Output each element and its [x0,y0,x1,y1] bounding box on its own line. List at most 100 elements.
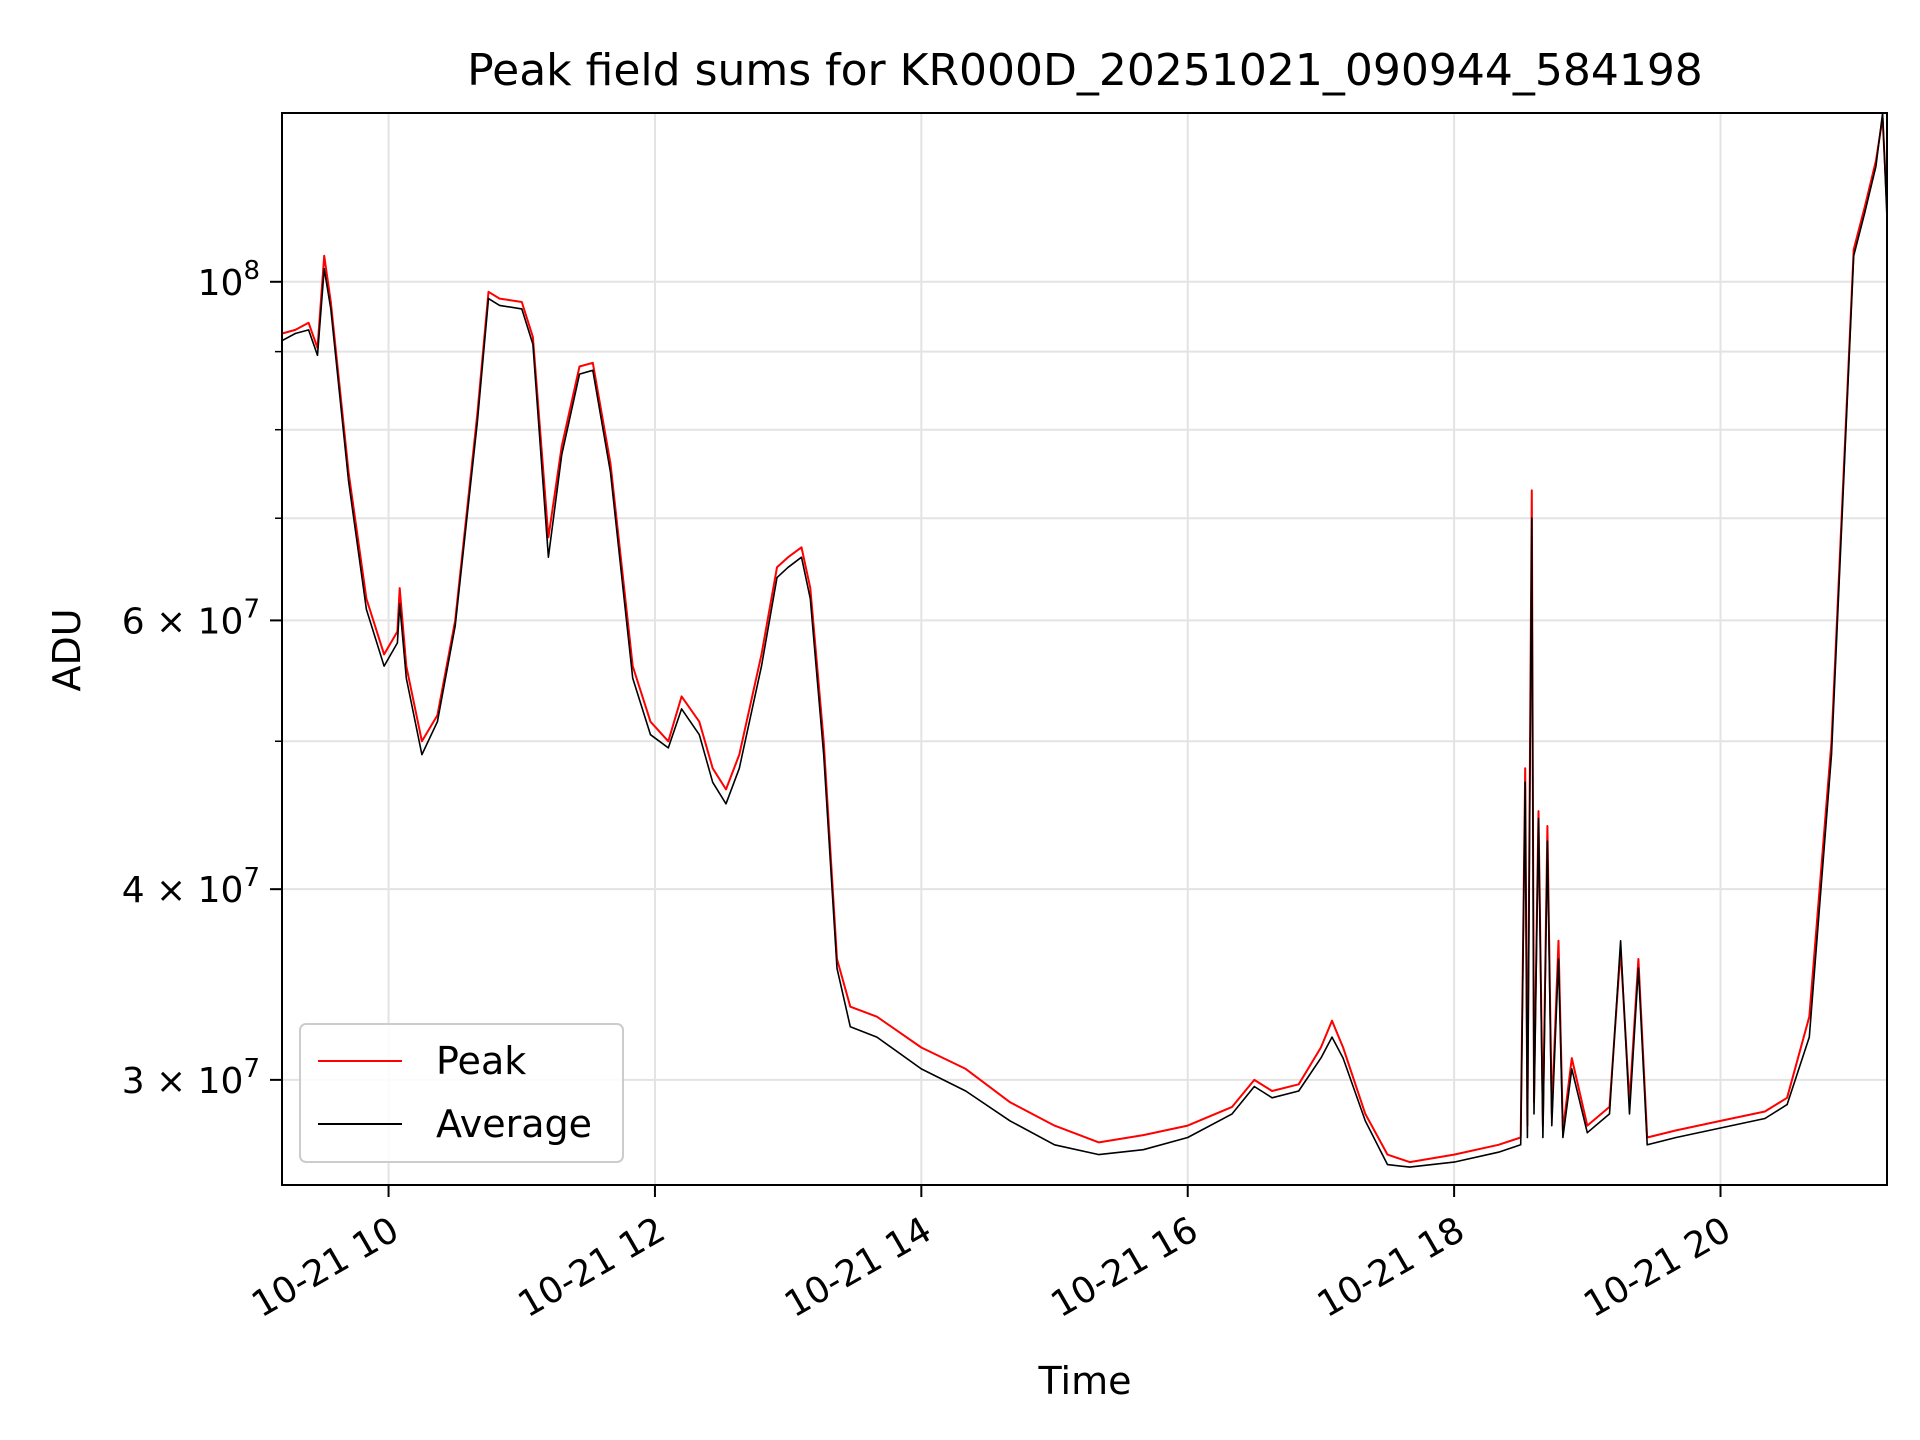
data-point-peak [1719,1120,1722,1122]
y-axis-ticks: 3 × 107 4 × 107 6 × 107 108 [122,256,282,1102]
data-point-average [681,708,683,710]
data-point-average [776,577,778,579]
data-point-average [592,369,594,371]
data-point-peak [632,665,634,667]
data-point-average [1142,1149,1144,1151]
data-point-peak [1637,958,1639,960]
data-point-average [1808,1036,1810,1038]
x-tick-label: 10-21 18 [1311,1209,1472,1325]
data-point-peak [1853,248,1855,251]
data-point-average [1520,1144,1522,1146]
data-point-peak [712,767,714,769]
data-point-peak [1571,1057,1573,1059]
legend-box [299,1023,624,1163]
x-axis-ticks: 10-21 10 10-21 12 10-21 14 10-21 16 10-21 18… [245,1185,1738,1326]
data-point-peak [965,1068,967,1070]
legend-label-peak: Peak [436,1039,526,1083]
data-point-peak [383,653,385,656]
data-point-peak [436,714,438,716]
data-point-peak [920,1046,922,1049]
data-point-average [1053,1144,1056,1146]
y-axis-label: ADU [45,608,89,691]
data-point-average [698,734,700,736]
series-lines [282,113,1887,1168]
data-point-average [1453,1161,1455,1163]
data-point-average [1557,958,1560,960]
data-point-average [1231,1113,1233,1115]
data-point-average [712,781,714,783]
data-point-peak [1187,1125,1189,1127]
data-point-peak [323,255,325,257]
data-point-average [1875,165,1877,168]
data-point-average [399,603,401,605]
data-point-average [1620,940,1622,942]
data-point-average [1409,1166,1411,1168]
data-point-peak [681,695,683,698]
x-tick-label: 10-21 14 [778,1209,939,1325]
data-point-peak [1098,1141,1100,1143]
data-point-average [1098,1154,1100,1156]
data-point-average [738,767,740,769]
data-point-peak [1142,1134,1144,1136]
data-point-average [1675,1136,1677,1139]
data-point-average [323,268,325,270]
data-point-average [760,665,763,667]
data-point-peak [876,1016,878,1018]
data-point-peak [547,536,550,539]
y-tick-label: 4 × 107 [122,863,260,911]
data-point-average [405,677,407,679]
data-point-peak [294,329,296,331]
data-point-peak [849,1006,851,1008]
x-tick-label: 10-21 16 [1044,1209,1205,1325]
data-point-peak [1253,1079,1255,1081]
data-point-peak [1271,1090,1273,1092]
data-point-average [1253,1085,1255,1088]
data-point-average [1764,1117,1766,1120]
data-point-average [561,454,563,456]
data-point-average [383,665,385,667]
data-point-average [521,308,523,310]
data-point-average [1551,1125,1553,1127]
data-point-average [1542,1136,1544,1139]
data-point-average [1531,517,1533,519]
data-point-average [1571,1068,1573,1070]
data-point-peak [698,721,700,723]
data-point-peak [823,740,825,742]
data-point-peak [1453,1154,1455,1156]
data-point-average [1546,840,1548,842]
data-point-peak [1864,206,1866,208]
data-point-peak [667,740,669,742]
data-point-peak [800,546,803,548]
data-point-average [578,373,581,375]
data-point-average [1364,1120,1366,1122]
data-point-peak [760,653,763,656]
plot-area-frame [281,112,1888,1186]
data-point-peak [1231,1106,1233,1108]
data-point-average [396,642,398,644]
data-point-peak [399,587,401,589]
data-point-peak [1537,810,1540,812]
data-point-peak [1364,1113,1366,1115]
data-point-average [436,721,438,723]
data-point-average [1497,1151,1500,1153]
data-point-average [609,471,612,474]
x-axis-label: Time [1038,1359,1132,1403]
data-point-average [965,1090,967,1092]
data-point-average [800,556,803,558]
data-point-average [1342,1057,1344,1059]
data-point-peak [1386,1154,1389,1156]
y-tick-exponent: 7 [243,1054,260,1084]
data-point-average [1271,1097,1273,1099]
data-point-peak [365,598,367,600]
data-point-average [1526,1136,1528,1139]
data-point-average [1320,1057,1322,1059]
data-point-peak [1675,1129,1677,1131]
y-tick-label: 108 [198,256,260,304]
data-point-peak [1557,940,1560,942]
data-point-average [1187,1136,1189,1139]
data-point-average [1298,1090,1300,1092]
y-tick-label: 6 × 107 [122,594,260,642]
chart-title: Peak field sums for KR000D_20251021_0909… [467,45,1703,96]
series-line-average [282,113,1887,1168]
